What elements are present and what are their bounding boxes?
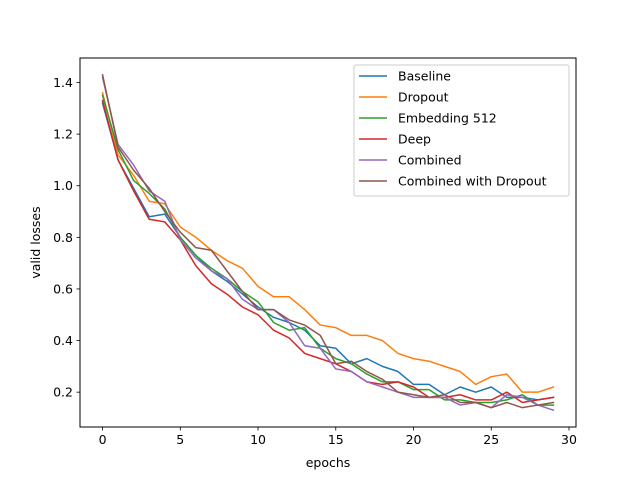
x-tick-label: 5 (176, 432, 184, 447)
legend-label: Dropout (398, 90, 449, 105)
plot-frame (79, 57, 577, 428)
legend-label: Combined with Dropout (398, 174, 547, 189)
legend-label: Deep (398, 132, 431, 147)
legend-label: Embedding 512 (398, 111, 497, 126)
legend: Baseline Dropout Embedding 512 Deep Combined… (353, 64, 570, 197)
y-tick-label: 0.6 (53, 281, 73, 296)
x-tick-label: 20 (406, 432, 422, 447)
y-tick-label: 0.4 (53, 333, 73, 348)
y-axis-label: valid losses (28, 206, 43, 278)
series-line-4 (101, 99, 555, 404)
legend-box (353, 64, 570, 197)
x-tick-label: 15 (328, 432, 344, 447)
y-tick-label: 1.2 (53, 127, 73, 142)
x-axis-label: epochs (306, 455, 351, 470)
y-tick-label: 1.0 (53, 178, 73, 193)
series-line-2 (101, 91, 555, 393)
legend-label: Combined (398, 153, 462, 168)
x-axis: 0 5 10 15 20 25 30 (99, 427, 577, 447)
y-tick-label: 1.4 (53, 75, 73, 90)
series-line-6 (101, 73, 555, 409)
x-tick-label: 25 (483, 432, 499, 447)
x-tick-label: 30 (561, 432, 577, 447)
x-tick-label: 0 (99, 432, 107, 447)
x-tick-label: 10 (250, 432, 266, 447)
plot-lines (101, 73, 555, 412)
y-tick-label: 0.8 (53, 230, 73, 245)
y-axis: 0.2 0.4 0.6 0.8 1.0 1.2 1.4 (53, 75, 80, 400)
legend-label: Baseline (398, 69, 451, 84)
y-tick-label: 0.2 (53, 385, 73, 400)
